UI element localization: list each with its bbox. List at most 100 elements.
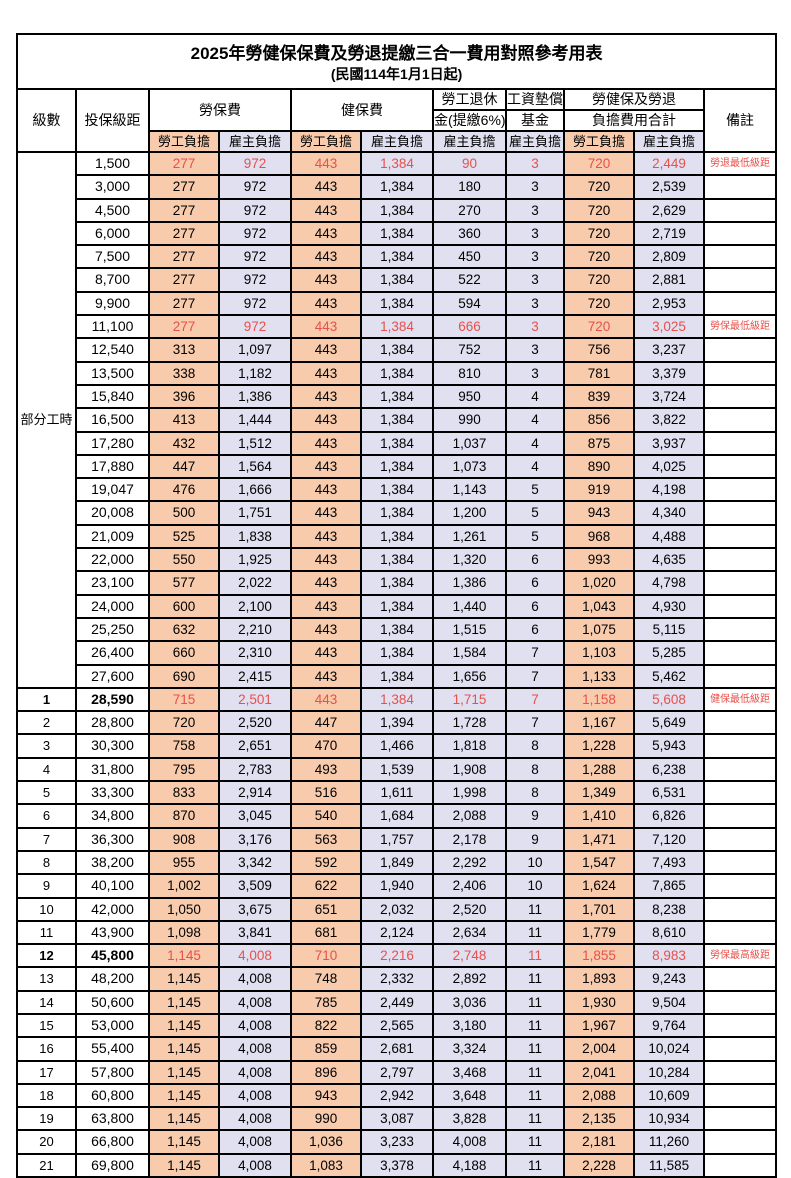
fee-cell: 443 [290,197,362,223]
fee-cell: 955 [148,849,220,876]
remark-cell [702,896,778,922]
subheader-pension-employer: 雇主負擔 [432,130,507,153]
level-cell: 18 [16,1082,77,1109]
col-header-wage-fund-line1: 工資墊償 [505,88,565,111]
fee-cell: 396 [148,383,220,410]
fee-cell: 943 [290,1082,362,1109]
fee-cell: 5,462 [633,663,705,689]
fee-cell: 3,087 [360,1106,434,1132]
fee-cell: 2,651 [218,733,292,759]
fee-cell: 1,466 [360,733,434,759]
fee-cell: 3 [505,267,565,293]
fee-cell: 2,041 [563,1059,635,1085]
remark-cell [702,453,778,480]
fee-cell: 3,675 [218,896,292,922]
fee-cell: 4,008 [218,943,292,969]
fee-cell: 443 [290,477,362,503]
fee-cell: 313 [148,337,220,363]
remark-cell [702,570,778,596]
table-row: 17 57,800 1,145 4,008 896 2,797 3,468 11 2,041 10… [16,1059,778,1085]
bracket-cell: 33,300 [75,780,150,806]
fee-cell: 476 [148,477,220,503]
part-time-group-cell: 部分工時 [16,151,77,689]
table-row: 9 40,100 1,002 3,509 622 1,940 2,406 10 1,624 7,8… [16,873,778,899]
table-row: 16,500 413 1,444 443 1,384 990 4 856 3,822 [17,407,778,433]
fee-cell: 5,285 [633,640,705,666]
fee-cell: 11 [505,1082,565,1109]
fee-cell: 1,386 [432,570,507,596]
fee-cell: 6 [505,616,565,643]
fee-cell: 972 [218,174,292,200]
fee-cell: 10,284 [633,1059,705,1085]
fee-cell: 4,008 [218,1152,292,1178]
table-row: 17,880 447 1,564 443 1,384 1,073 4 890 4,025 [17,453,778,480]
fee-cell: 908 [148,826,220,852]
fee-cell: 1,200 [432,500,507,526]
fee-cell: 795 [148,756,220,783]
remark-cell [702,663,778,689]
bracket-cell: 7,500 [75,244,150,270]
table-row: 2 28,800 720 2,520 447 1,394 1,728 7 1,167 5,649 [16,710,778,736]
fee-cell: 3 [505,220,565,247]
fee-cell: 6,531 [633,780,705,806]
fee-cell: 1,394 [360,710,434,736]
fee-cell: 1,715 [432,686,507,713]
fee-cell: 651 [290,896,362,922]
fee-cell: 4,930 [633,593,705,619]
fee-cell: 3,180 [432,1012,507,1039]
fee-cell: 11 [505,1036,565,1062]
fee-cell: 1,020 [563,570,635,596]
remark-cell [702,640,778,666]
fee-cell: 432 [148,430,220,456]
col-header-total-line2: 負擔費用合計 [563,109,705,132]
fee-cell: 443 [290,267,362,293]
level-cell: 2 [16,710,77,736]
fee-cell: 4,340 [633,500,705,526]
fee-cell: 2,629 [633,197,705,223]
fee-cell: 10,934 [633,1106,705,1132]
fee-cell: 1,925 [218,547,292,573]
fee-cell: 1,261 [432,523,507,550]
page-subtitle: (民國114年1月1日起) [330,65,463,82]
fee-cell: 1,384 [360,547,434,573]
fee-cell: 752 [432,337,507,363]
bracket-cell: 16,500 [75,407,150,433]
fee-cell: 4,008 [432,1129,507,1155]
fee-cell: 3,036 [432,989,507,1015]
bracket-cell: 17,280 [75,430,150,456]
remark-cell: 勞退最低級距 [702,150,778,177]
fee-cell: 1,145 [148,1012,220,1039]
remark-cell [702,1129,778,1155]
fee-cell: 277 [148,220,220,247]
fee-cell: 6 [505,593,565,619]
fee-cell: 1,444 [218,407,292,433]
level-cell: 1 [16,686,77,713]
table-row: 4,500 277 972 443 1,384 270 3 720 2,629 [17,197,778,223]
fee-cell: 5,649 [633,710,705,736]
fee-cell: 1,050 [148,896,220,922]
fee-cell: 11 [505,989,565,1015]
fee-cell: 1,384 [360,337,434,363]
fee-cell: 715 [148,686,220,713]
fee-cell: 1,384 [360,360,434,386]
subheader-wage-fund-employer: 雇主負擔 [505,130,565,153]
level-cell: 3 [16,733,77,759]
fee-cell: 3,324 [432,1036,507,1062]
fee-cell: 3,648 [432,1082,507,1109]
fee-cell: 10,609 [633,1082,705,1109]
fee-cell: 1,893 [563,966,635,992]
fee-cell: 3,379 [633,360,705,386]
fee-cell: 540 [290,803,362,829]
fee-cell: 2,520 [218,710,292,736]
fee-cell: 1,384 [360,383,434,410]
bracket-cell: 50,600 [75,989,150,1015]
fee-cell: 1,384 [360,640,434,666]
fee-cell: 443 [290,383,362,410]
fee-cell: 443 [290,523,362,550]
fee-cell: 11,260 [633,1129,705,1155]
fee-cell: 690 [148,663,220,689]
fee-cell: 5,943 [633,733,705,759]
fee-cell: 1,145 [148,943,220,969]
fee-cell: 3,045 [218,803,292,829]
fee-cell: 2,719 [633,220,705,247]
